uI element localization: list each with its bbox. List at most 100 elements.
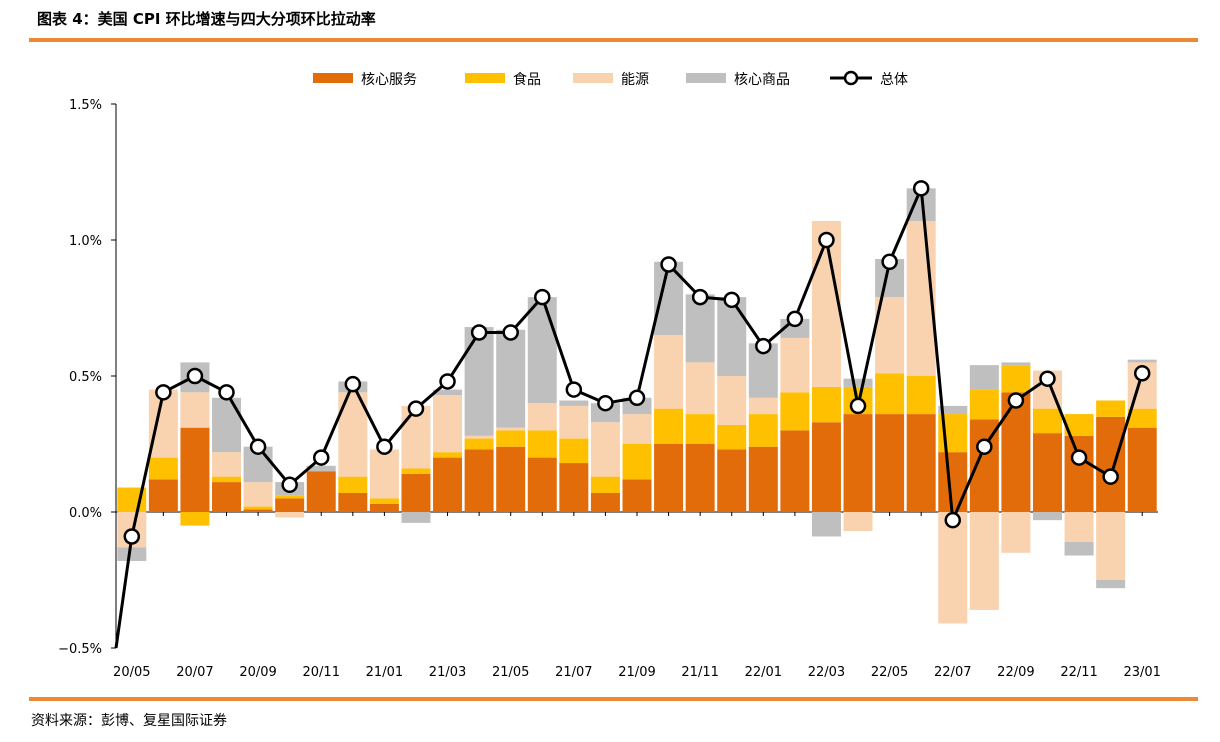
y-tick-label: 0.5% xyxy=(69,370,102,385)
total-point xyxy=(407,400,425,417)
bar-segment xyxy=(464,327,494,436)
bar-segment xyxy=(748,397,778,415)
bar-segment xyxy=(717,449,747,512)
bar-segment xyxy=(212,482,242,512)
bar-segment xyxy=(1001,362,1031,366)
x-tick-label: 21/07 xyxy=(555,665,592,680)
bar-segment xyxy=(654,408,684,444)
total-point xyxy=(976,438,993,455)
bar-segment xyxy=(590,403,620,423)
bar-segment xyxy=(590,492,620,512)
total-point xyxy=(344,375,362,393)
total-point xyxy=(565,381,583,398)
bar-segment xyxy=(875,373,905,415)
bar-segment xyxy=(243,506,273,510)
bar-segment xyxy=(1127,427,1157,512)
bar-segment xyxy=(780,337,810,393)
bar-segment xyxy=(243,482,273,507)
bar-segment xyxy=(1064,512,1094,542)
bar-segment xyxy=(654,261,684,336)
bar-segment xyxy=(843,414,873,512)
legend-label: 食品 xyxy=(513,71,541,88)
y-tick-label: 1.5% xyxy=(69,98,102,113)
bar-segment xyxy=(243,509,273,512)
bar-segment xyxy=(369,449,399,499)
chart-title: 图表 4：美国 CPI 环比增速与四大分项环比拉动率 xyxy=(37,10,376,28)
bar-segment xyxy=(306,471,336,512)
total-point xyxy=(502,324,519,341)
bar-segment xyxy=(1032,433,1062,512)
bar-segment xyxy=(1064,541,1094,556)
legend-swatch xyxy=(313,73,353,83)
bar-segment xyxy=(464,449,494,512)
bar-segment xyxy=(212,476,242,483)
bar-segment xyxy=(622,414,652,444)
top-divider xyxy=(29,38,1198,42)
y-tick-label: −0.5% xyxy=(58,642,102,657)
chart-legend: 核心服务 食品 能源 核心商品 总体 xyxy=(313,70,908,88)
bar-segment xyxy=(275,498,305,512)
bar-segment xyxy=(843,378,873,387)
bar-segment xyxy=(906,376,936,415)
total-point xyxy=(376,438,393,455)
bar-segment xyxy=(180,392,210,428)
bar-segment xyxy=(590,476,620,493)
bar-segment xyxy=(685,414,715,444)
x-tick-label: 21/03 xyxy=(429,665,466,680)
bar-segment xyxy=(527,457,557,512)
bar-segment xyxy=(717,376,747,425)
bar-segment xyxy=(433,452,463,458)
bars-group xyxy=(117,188,1157,624)
total-point xyxy=(660,256,677,273)
bar-segment xyxy=(938,452,968,512)
x-tick-label: 21/01 xyxy=(366,665,403,680)
x-tick-label: 20/05 xyxy=(113,665,150,680)
total-point xyxy=(534,288,551,306)
bar-segment xyxy=(527,403,557,431)
bar-segment xyxy=(969,365,999,390)
legend-marker xyxy=(843,70,859,86)
x-tick-label: 21/09 xyxy=(618,665,655,680)
total-point xyxy=(786,310,804,328)
bar-segment xyxy=(938,512,968,624)
bar-segment xyxy=(717,297,747,376)
bar-segment xyxy=(559,438,589,464)
x-tick-label: 22/03 xyxy=(808,665,845,680)
bar-segment xyxy=(1127,359,1157,363)
bar-segment xyxy=(401,512,431,523)
bar-segment xyxy=(338,492,368,512)
bar-segment xyxy=(590,422,620,477)
x-tick-label: 20/11 xyxy=(303,665,340,680)
bar-segment xyxy=(1032,408,1062,434)
bar-segment xyxy=(401,468,431,474)
bar-segment xyxy=(969,389,999,420)
bar-segment xyxy=(1001,392,1031,512)
bar-segment xyxy=(369,503,399,512)
total-line-lead xyxy=(114,536,134,649)
bar-segment xyxy=(811,386,841,423)
bar-segment xyxy=(906,414,936,512)
total-point xyxy=(155,384,172,401)
bar-segment xyxy=(843,512,873,532)
total-point xyxy=(1007,392,1025,409)
total-point xyxy=(755,337,772,355)
legend-label: 能源 xyxy=(621,72,649,88)
bar-segment xyxy=(306,465,336,472)
y-tick-label: 1.0% xyxy=(69,234,102,249)
x-tick-label: 22/07 xyxy=(934,665,971,680)
total-point xyxy=(628,389,646,407)
x-tick-label: 23/01 xyxy=(1123,665,1160,680)
source-note: 资料来源：彭博、复星国际证券 xyxy=(31,713,227,729)
total-point xyxy=(123,528,141,545)
legend-label: 核心服务 xyxy=(361,72,417,88)
bar-segment xyxy=(654,335,684,409)
bar-segment xyxy=(1096,416,1126,512)
total-point xyxy=(691,288,709,306)
bar-segment xyxy=(496,427,526,431)
bar-segment xyxy=(1064,414,1094,436)
total-point xyxy=(1102,468,1119,485)
bar-segment xyxy=(1096,580,1126,589)
bar-segment xyxy=(622,479,652,512)
bar-segment xyxy=(811,422,841,512)
